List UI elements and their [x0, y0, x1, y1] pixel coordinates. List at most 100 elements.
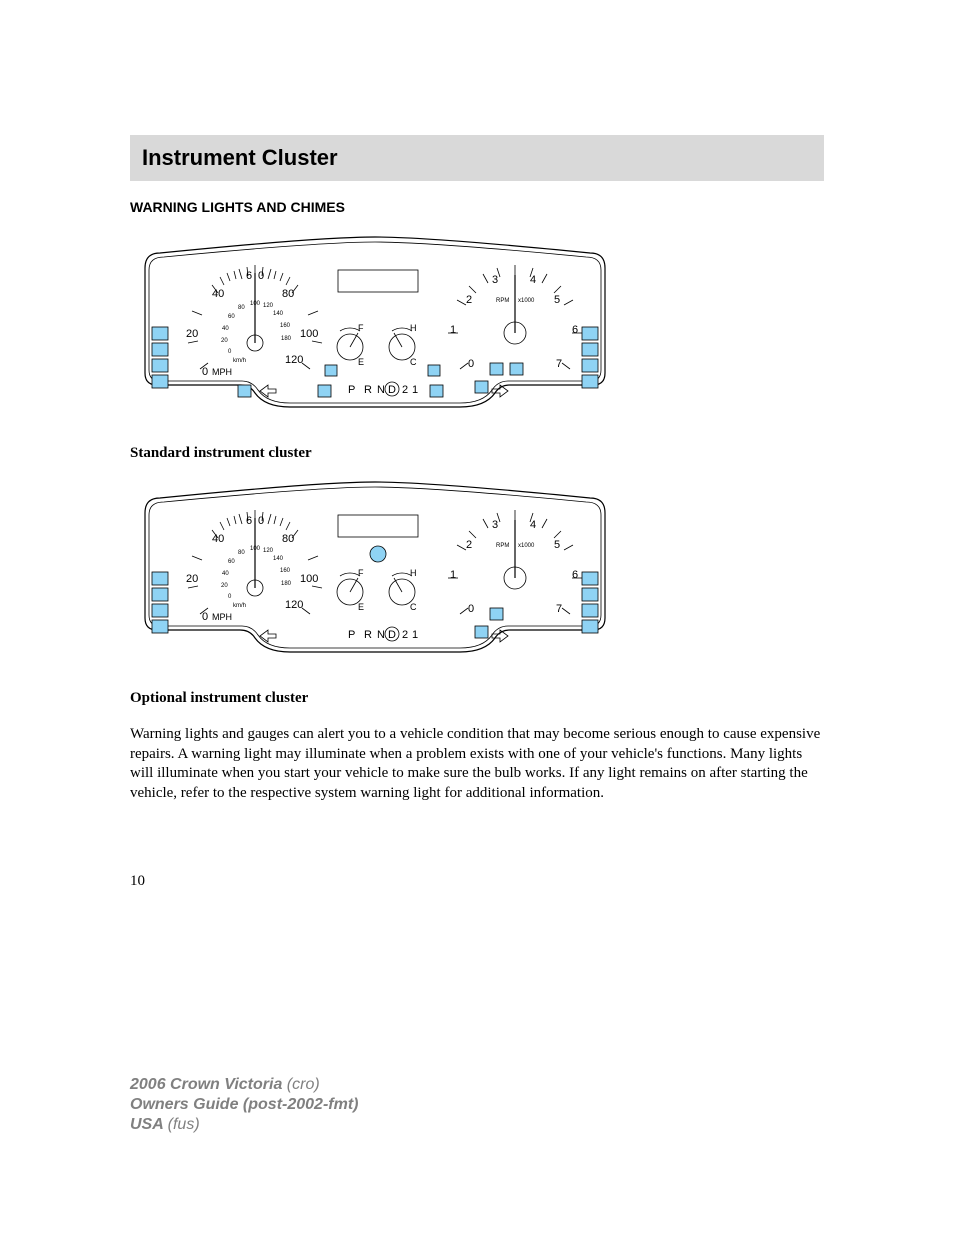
message-center-button-icon: [370, 546, 386, 562]
tach-6: 6: [572, 569, 578, 581]
speedo-60a: 6: [246, 515, 252, 527]
battery-icon: [582, 604, 598, 617]
tach-7: 7: [556, 603, 562, 615]
rpm-label: RPM: [496, 543, 509, 549]
temp-h: H: [410, 568, 417, 578]
brake-icon: [152, 359, 168, 372]
gear-indicator: P R N D 2 1: [348, 382, 418, 396]
tach-1: 1: [450, 324, 456, 336]
gear-r: R: [364, 629, 372, 641]
body-paragraph: Warning lights and gauges can alert you …: [130, 725, 824, 803]
tach-2: 2: [466, 294, 472, 306]
tach-0: 0: [468, 603, 474, 615]
speedo-100: 100: [300, 573, 318, 585]
caption-standard: Standard instrument cluster: [130, 445, 824, 462]
speedo-100: 100: [300, 328, 318, 340]
kmh-180: 180: [281, 581, 292, 587]
cluster-standard-svg: 0 20 40 6 0 80 100 120 0 20 40 60 80 100…: [130, 235, 620, 415]
footer-code-1: (cro): [287, 1076, 320, 1093]
odometer-window: [338, 270, 418, 292]
kmh-120: 120: [263, 548, 274, 554]
brake-icon: [152, 604, 168, 617]
kmh-80: 80: [238, 550, 245, 556]
oil-icon: [582, 572, 598, 585]
kmh-20: 20: [221, 583, 228, 589]
fuel-icon: [325, 365, 337, 376]
footer-code-3: (fus): [168, 1116, 200, 1133]
engine-icon: [582, 343, 598, 356]
kmh-160: 160: [280, 568, 291, 574]
fuel-e: E: [358, 602, 364, 612]
tach-1: 1: [450, 569, 456, 581]
gear-n: N: [377, 629, 385, 641]
temp-h: H: [410, 323, 417, 333]
cluster-outline-outer: [145, 482, 605, 652]
odometer-window: [338, 515, 418, 537]
temp-gauge: H C: [389, 323, 440, 376]
speedo-60b: 0: [258, 270, 264, 282]
gear-d: D: [388, 629, 396, 641]
temp-c: C: [410, 602, 417, 612]
kmh-20: 20: [221, 338, 228, 344]
gear-1: 1: [412, 629, 418, 641]
tach-7: 7: [556, 358, 562, 370]
fuel-f: F: [358, 323, 364, 333]
mph-label: MPH: [212, 367, 232, 377]
od-off-icon: [510, 363, 523, 375]
kmh-160: 160: [280, 323, 291, 329]
caption-optional: Optional instrument cluster: [130, 690, 824, 707]
footer: 2006 Crown Victoria (cro) Owners Guide (…: [130, 1075, 358, 1135]
speedometer: 0 20 40 6 0 80 100 120 0 20 40 60 80 100…: [186, 265, 322, 378]
gear-2: 2: [402, 384, 408, 396]
tach-4: 4: [530, 274, 536, 286]
kmh-140: 140: [273, 311, 284, 317]
engine-icon: [582, 588, 598, 601]
speedo-20: 20: [186, 573, 198, 585]
temp-gauge: H C: [389, 568, 417, 612]
temp-icon: [428, 365, 440, 376]
cluster-outline-inner: [149, 242, 601, 403]
speedo-120: 120: [285, 354, 303, 366]
frost-icon: [318, 385, 331, 397]
kmh-40: 40: [222, 571, 229, 577]
door-icon: [582, 375, 598, 388]
kmh-40: 40: [222, 326, 229, 332]
warning-lights-right: [582, 327, 598, 388]
speedo-60: 6: [246, 270, 252, 282]
speedo-0: 0: [202, 611, 208, 623]
footer-vehicle: 2006 Crown Victoria: [130, 1076, 287, 1093]
gear-r: R: [364, 384, 372, 396]
page-content: Instrument Cluster WARNING LIGHTS AND CH…: [0, 0, 954, 890]
cluster-optional: 0 20 40 6 0 80 100 120 0 20 40 60 80 100…: [130, 480, 620, 660]
speedo-80: 80: [282, 533, 294, 545]
tachometer: 0 1 2 3 4 5 6 7 RPM x1000: [448, 265, 582, 370]
airbag-icon: [152, 327, 168, 340]
speedo-40: 40: [212, 288, 224, 300]
oil-icon: [582, 327, 598, 340]
cluster-optional-svg: 0 20 40 6 0 80 100 120 0 20 40 60 80 100…: [130, 480, 620, 660]
gear-p: P: [348, 629, 355, 641]
kmh-80: 80: [238, 305, 245, 311]
tach-4: 4: [530, 519, 536, 531]
trac-icon: [490, 608, 503, 620]
kmh-0: 0: [228, 594, 232, 600]
tach-5: 5: [554, 294, 560, 306]
warning-lights-left: [152, 572, 168, 633]
fuel-gauge: F E: [337, 568, 364, 612]
fuel-e: E: [358, 357, 364, 367]
fuel-f: F: [358, 568, 364, 578]
speedo-60b: 0: [258, 515, 264, 527]
footer-line-2: Owners Guide (post-2002-fmt): [130, 1095, 358, 1115]
abs-icon: [152, 375, 168, 388]
gear-1: 1: [412, 384, 418, 396]
gear-n: N: [377, 384, 385, 396]
kmh-140: 140: [273, 556, 284, 562]
kmh-60: 60: [228, 559, 235, 565]
gear-p: P: [348, 384, 355, 396]
kmh-180: 180: [281, 336, 292, 342]
speedo-80: 80: [282, 288, 294, 300]
cluster-outline-outer: [145, 237, 605, 407]
airbag-icon: [152, 572, 168, 585]
warning-lights-left: [152, 327, 168, 388]
tach-2: 2: [466, 539, 472, 551]
